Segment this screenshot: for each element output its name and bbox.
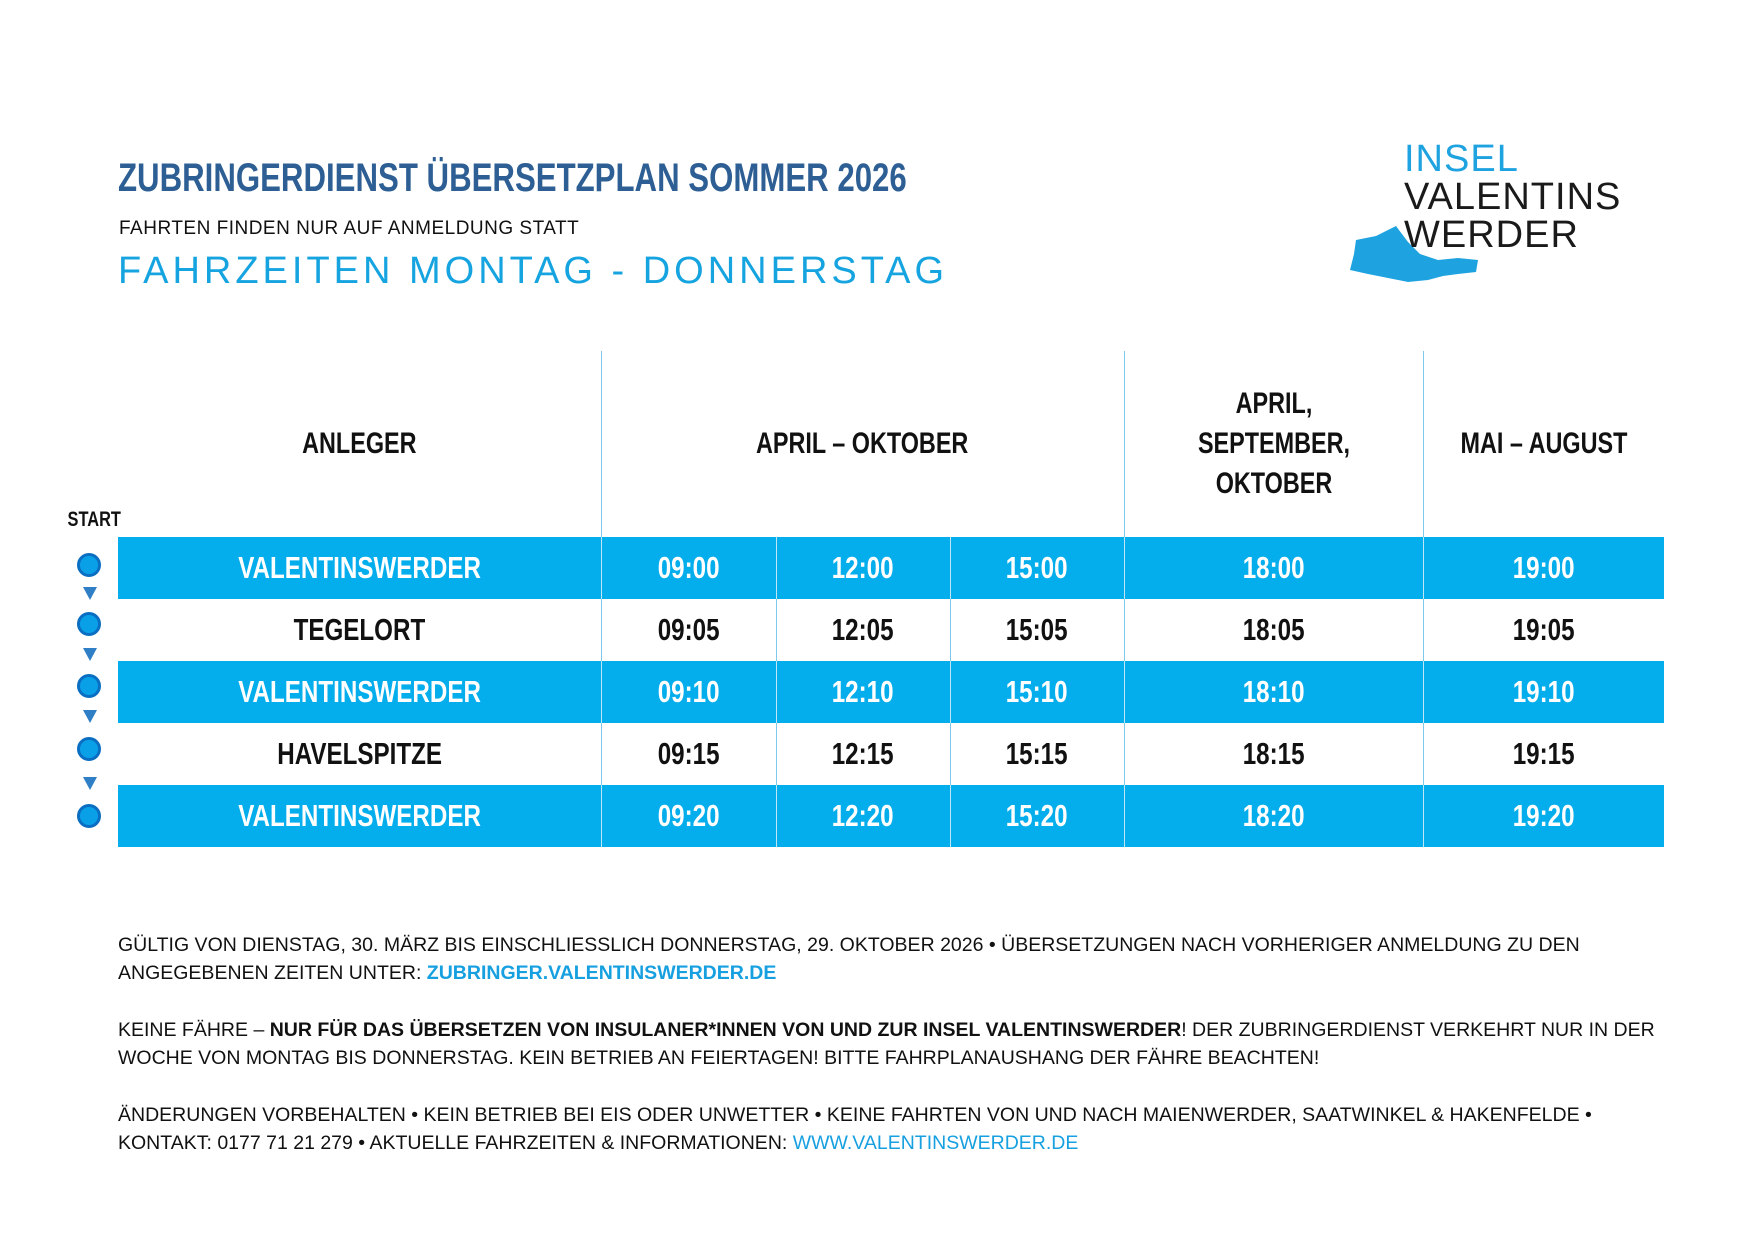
table-row: VALENTINSWERDER 09:20 12:20 15:20 18:20 … — [118, 785, 1664, 847]
website-link[interactable]: WWW.VALENTINSWERDER.DE — [792, 1132, 1079, 1154]
logo: INSEL VALENTINS WERDER — [1348, 138, 1622, 288]
header-mai-august: MAI – AUGUST — [1422, 351, 1664, 537]
time-cell: 09:15 — [600, 723, 776, 785]
time-cell: 15:20 — [949, 785, 1124, 847]
time-cell: 18:15 — [1123, 723, 1423, 785]
stop-name: VALENTINSWERDER — [118, 661, 601, 723]
time-cell: 12:05 — [775, 599, 950, 661]
time-cell: 19:05 — [1422, 599, 1664, 661]
header-anleger: ANLEGER — [302, 427, 417, 460]
logo-line-3: WERDER — [1404, 214, 1579, 256]
arrow-down-icon — [83, 587, 97, 600]
table-row: TEGELORT 09:05 12:05 15:05 18:05 19:05 — [118, 599, 1664, 661]
time-cell: 09:05 — [600, 599, 776, 661]
table-row: VALENTINSWERDER 09:10 12:10 15:10 18:10 … — [118, 661, 1664, 723]
subtitle: FAHRTEN FINDEN NUR AUF ANMELDUNG STATT — [119, 218, 580, 239]
arrow-down-icon — [83, 648, 97, 661]
zubringer-link[interactable]: ZUBRINGER.VALENTINSWERDER.DE — [426, 962, 777, 984]
stop-marker-icon — [77, 674, 101, 698]
validity-note: GÜLTIG VON DIENSTAG, 30. MÄRZ BIS EINSCH… — [118, 934, 1580, 984]
stop-name: HAVELSPITZE — [118, 723, 601, 785]
island-shape-icon — [1350, 226, 1478, 282]
time-cell: 18:00 — [1123, 537, 1423, 599]
time-cell: 18:10 — [1123, 661, 1423, 723]
header-april-oktober: APRIL – OKTOBER — [600, 351, 1124, 537]
stop-marker-icon — [77, 737, 101, 761]
stop-name: VALENTINSWERDER — [118, 537, 601, 599]
timetable: ANLEGER APRIL – OKTOBER APRIL, SEPTEMBER… — [118, 351, 1664, 847]
logo-line-1: INSEL — [1404, 138, 1519, 180]
time-cell: 19:20 — [1422, 785, 1664, 847]
time-cell: 09:20 — [600, 785, 776, 847]
time-cell: 12:20 — [775, 785, 950, 847]
time-cell: 19:10 — [1422, 661, 1664, 723]
table-header-row: ANLEGER APRIL – OKTOBER APRIL, SEPTEMBER… — [118, 351, 1664, 537]
table-row: VALENTINSWERDER 09:00 12:00 15:00 18:00 … — [118, 537, 1664, 599]
stop-marker-icon — [77, 804, 101, 828]
time-cell: 12:15 — [775, 723, 950, 785]
time-cell: 15:15 — [949, 723, 1124, 785]
arrow-down-icon — [83, 777, 97, 790]
time-cell: 09:00 — [600, 537, 776, 599]
stop-name: VALENTINSWERDER — [118, 785, 601, 847]
time-cell: 12:00 — [775, 537, 950, 599]
contact-note: ÄNDERUNGEN VORBEHALTEN • KEIN BETRIEB BE… — [118, 1104, 1592, 1154]
stop-name: TEGELORT — [118, 599, 601, 661]
time-cell: 15:00 — [949, 537, 1124, 599]
stop-marker-icon — [77, 612, 101, 636]
logo-line-2: VALENTINS — [1404, 176, 1622, 218]
header-april-sept-okt: APRIL, SEPTEMBER, OKTOBER — [1123, 351, 1423, 537]
page-title: ZUBRINGERDIENST ÜBERSETZPLAN SOMMER 2026 — [118, 156, 907, 200]
ferry-note: KEINE FÄHRE – NUR FÜR DAS ÜBERSETZEN VON… — [118, 1019, 1655, 1069]
time-cell: 19:15 — [1422, 723, 1664, 785]
arrow-down-icon — [83, 710, 97, 723]
time-cell: 18:05 — [1123, 599, 1423, 661]
time-cell: 15:10 — [949, 661, 1124, 723]
time-cell: 09:10 — [600, 661, 776, 723]
table-row: HAVELSPITZE 09:15 12:15 15:15 18:15 19:1… — [118, 723, 1664, 785]
time-cell: 19:00 — [1422, 537, 1664, 599]
time-cell: 18:20 — [1123, 785, 1423, 847]
time-cell: 15:05 — [949, 599, 1124, 661]
days-heading: FAHRZEITEN MONTAG - DONNERSTAG — [118, 250, 949, 292]
stop-marker-icon — [77, 553, 101, 577]
start-label: START — [67, 508, 121, 531]
time-cell: 12:10 — [775, 661, 950, 723]
